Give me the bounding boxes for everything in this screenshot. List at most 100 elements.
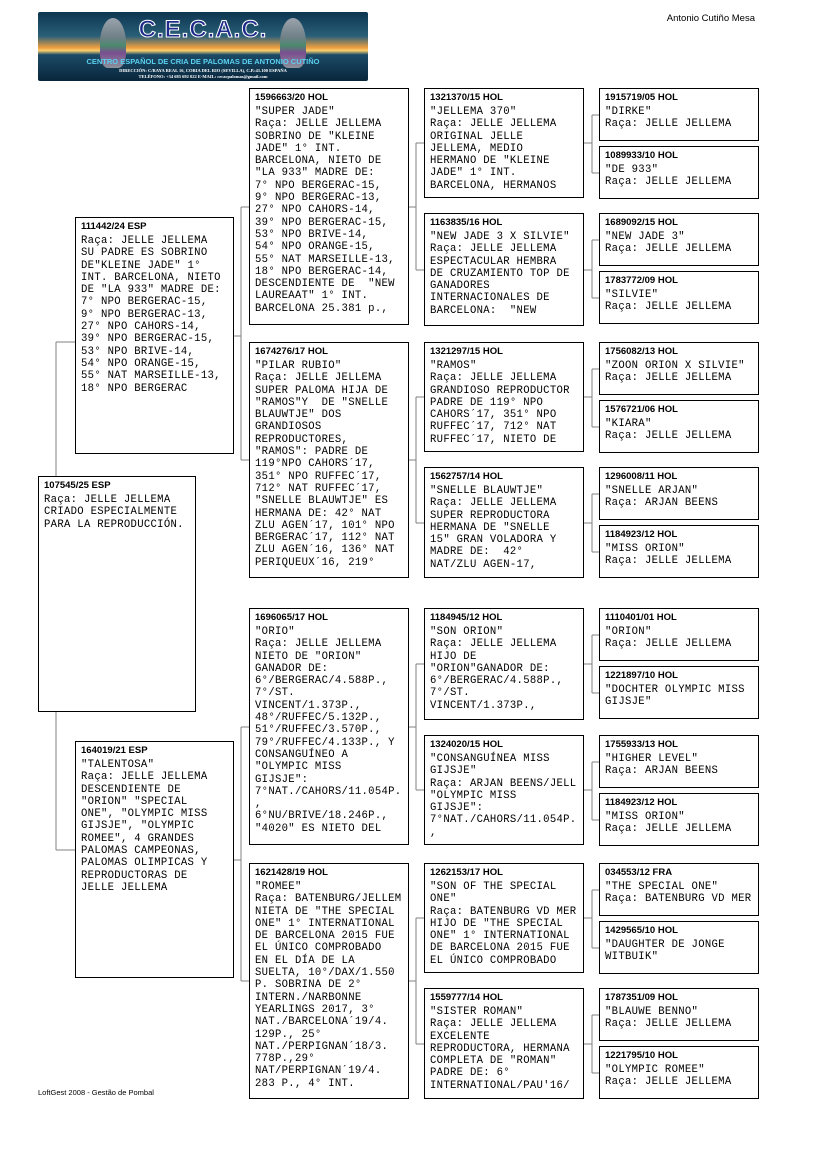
ring-number: 1674276/17 HOL <box>255 346 328 357</box>
bird-card-great-grandparent[interactable]: 1321297/15 HOL "RAMOS" Raça: JELLE JELLEMA… <box>424 342 584 452</box>
bird-info-line: 6°/BERGERAC/4.588P., <box>430 675 564 688</box>
bird-card-grandparent[interactable]: 1674276/17 HOL "PILAR RUBIO" Raça: JELLE J… <box>249 342 409 578</box>
ring-number: 1576721/06 HOL <box>605 404 678 415</box>
bird-card-grandparent[interactable]: 1696065/17 HOL "ORIO" Raça: JELLE JELLEMA N… <box>249 608 409 845</box>
bird-info-line: "THE SPECIAL ONE" <box>605 881 719 893</box>
bird-info-line: Raça: JELLE JELLEMA <box>605 118 732 131</box>
bird-card-great-grandparent[interactable]: 1321370/15 HOL "JELLEMA 370" Raça: JELLE J… <box>424 88 584 198</box>
bird-info-line: EN EL DÍA DE LA <box>255 954 355 967</box>
bird-info-line: GIJSJE": <box>430 802 484 815</box>
bird-info-line: CAHORS´17, 351° NPO <box>430 409 557 422</box>
bird-card-dam[interactable]: 164019/21 ESP "TALENTOSA" Raça: JELLE JELL… <box>75 741 234 978</box>
ring-number: 1429565/10 HOL <box>605 925 678 936</box>
bird-card-great-great-grandparent[interactable]: 1110401/01 HOL "ORION" Raça: JELLE JELLEMA <box>599 608 759 661</box>
ring-number: 1089933/10 HOL <box>605 150 678 161</box>
bird-info-line: Raça: JELLE JELLEMA <box>605 301 732 314</box>
ring-number: 1221897/10 HOL <box>605 670 678 681</box>
bird-card-great-great-grandparent[interactable]: 1221897/10 HOL "DOCHTER OLYMPIC MISS GIJSJ… <box>599 666 759 719</box>
bird-card-great-great-grandparent[interactable]: 1755933/13 HOL "HIGHER LEVEL" Raça: ARJAN … <box>599 735 759 788</box>
bird-card-great-great-grandparent[interactable]: 1689092/15 HOL "NEW JADE 3" Raça: JELLE JE… <box>599 213 759 266</box>
bird-info-line: 39° NPO BERGERAC-15, <box>81 333 215 346</box>
bird-info-line: Raça: ARJAN BEENS <box>605 497 719 510</box>
bird-card-great-great-grandparent[interactable]: 1221795/10 HOL "OLYMPIC ROMEE" Raça: JELLE… <box>599 1046 759 1099</box>
bird-info-line: ONE" 1° INTERNATIONAL <box>430 930 570 943</box>
bird-card-subject[interactable]: 107545/25 ESP Raça: JELLE JELLEMA CRIADO E… <box>38 476 196 712</box>
bird-info-line: NIETO DE "ORION" <box>255 650 362 663</box>
bird-card-great-great-grandparent[interactable]: 1296008/11 HOL "SNELLE ARJAN" Raça: ARJAN … <box>599 467 759 520</box>
bird-info-line: "RAMOS"Y DE "SNELLE <box>255 396 389 409</box>
bird-info-line: Raça: ARJAN BEENS <box>605 765 719 778</box>
bird-card-great-grandparent[interactable]: 1324020/15 HOL "CONSANGUÍNEA MISS GIJSJE" R… <box>424 735 584 845</box>
bird-info-line: "ORION" <box>605 626 652 638</box>
ring-number: 1755933/13 HOL <box>605 739 678 750</box>
bird-info-line: "JELLEMA 370" <box>430 106 517 118</box>
bird-card-grandparent[interactable]: 1596663/20 HOL "SUPER JADE" Raça: JELLE JE… <box>249 88 409 325</box>
bird-info-line: , <box>430 826 437 839</box>
bird-card-great-great-grandparent[interactable]: 1184923/12 HOL "MISS ORION" Raça: JELLE JE… <box>599 793 759 846</box>
bird-info-line: Raça: JELLE JELLEMA <box>605 823 732 836</box>
bird-info-line: Raça: ARJAN BEENS/JELL <box>430 777 577 790</box>
bird-card-great-great-grandparent[interactable]: 1915719/05 HOL "DIRKE" Raça: JELLE JELLEMA <box>599 88 759 141</box>
bird-card-great-grandparent[interactable]: 1163835/16 HOL "NEW JADE 3 X SILVIE" Raça:… <box>424 213 584 326</box>
bird-info-line: NIETA DE "THE SPECIAL <box>255 905 395 918</box>
bird-info-line: 7°/ST. <box>430 687 470 700</box>
bird-info-line: Raça: JELLE JELLEMA <box>44 494 171 506</box>
bird-info-line: 9° NPO BERGERAC-13, <box>255 192 382 205</box>
bird-info-line: INTERNATIONAL/PAU'16/ <box>430 1079 570 1092</box>
bird-card-great-great-grandparent[interactable]: 1429565/10 HOL "DAUGHTER DE JONGE WITBUIK" <box>599 921 759 974</box>
ring-number: 034553/12 FRA <box>605 867 673 878</box>
bird-card-great-great-grandparent[interactable]: 1576721/06 HOL "KIARA" Raça: JELLE JELLEMA <box>599 400 759 453</box>
bird-card-grandparent[interactable]: 1621428/19 HOL "ROMEE" Raça: BATENBURG/JEL… <box>249 863 409 1099</box>
bird-card-great-great-grandparent[interactable]: 1787351/09 HOL "BLAUWE BENNO" Raça: JELLE … <box>599 988 759 1041</box>
bird-card-great-grandparent[interactable]: 1184945/12 HOL "SON ORION" Raça: JELLE JEL… <box>424 608 584 720</box>
bird-info-line: "4020" ES NIETO DEL <box>255 822 382 835</box>
bird-info-line: BARCELONA, HERMANOS <box>430 179 557 192</box>
bird-info-line: Raça: JELLE JELLEMA <box>605 555 732 568</box>
bird-card-great-great-grandparent[interactable]: 1089933/10 HOL "DE 933" Raça: JELLE JELLEM… <box>599 146 759 199</box>
bird-info-line: "OLYMPIC ROMEE" <box>605 1064 705 1076</box>
ring-number: 1559777/14 HOL <box>430 992 503 1003</box>
bird-info-line: WITBUIK" <box>605 951 659 964</box>
bird-info-line: "ORIO" <box>255 626 295 638</box>
ring-number: 1221795/10 HOL <box>605 1050 678 1061</box>
bird-info-line: 54° NPO ORANGE-15, <box>255 241 375 254</box>
bird-card-sire[interactable]: 111442/24 ESP Raça: JELLE JELLEMA SU PADRE… <box>75 217 234 454</box>
ring-number: 1184945/12 HOL <box>430 612 503 623</box>
bird-card-great-grandparent[interactable]: 1562757/14 HOL "SNELLE BLAUWTJE" Raça: JEL… <box>424 467 584 578</box>
bird-info-line: 7°/ST. <box>255 687 295 700</box>
bird-info-line: YEARLINGS 2017, 3° <box>255 1003 375 1016</box>
ring-number: 1321370/15 HOL <box>430 92 503 103</box>
bird-info-line: 27° NPO CAHORS-14, <box>81 321 201 334</box>
cecac-logo: C.E.C.A.C. CENTRO ESPAÑOL DE CRIA DE PAL… <box>38 12 368 81</box>
ring-number: 1184923/12 HOL <box>605 797 678 808</box>
bird-info-line: Raça: BATENBURG VD MER <box>430 905 577 918</box>
bird-info-line: 18° NPO BERGERAC-14, <box>255 265 389 278</box>
bird-info-line: CONSANGUÍNEO A <box>255 748 349 761</box>
bird-info-line: MADRE DE: 42° <box>430 546 524 559</box>
bird-info-line: Raça: JELLE JELLEMA <box>255 118 382 131</box>
ring-number: 1184923/12 HOL <box>605 529 678 540</box>
ring-number: 111442/24 ESP <box>81 221 147 232</box>
bird-card-great-great-grandparent[interactable]: 1184923/12 HOL "MISS ORION" Raça: JELLE JE… <box>599 525 759 578</box>
bird-info-line: JADE" 1° INT. <box>430 167 517 180</box>
bird-info-line: Raça: JELLE JELLEMA <box>430 243 557 256</box>
bird-info-line: GIJSJE": <box>255 773 309 786</box>
bird-card-great-grandparent[interactable]: 1559777/14 HOL "SISTER ROMAN" Raça: JELLE … <box>424 988 584 1099</box>
bird-card-great-grandparent[interactable]: 1262153/17 HOL "SON OF THE SPECIAL ONE" Raç… <box>424 863 584 973</box>
bird-info-line: JELLE JELLEMA <box>81 881 168 894</box>
bird-card-great-great-grandparent[interactable]: 034553/12 FRA "THE SPECIAL ONE" Raça: BATE… <box>599 863 759 916</box>
bird-info-line: P. SOBRINA DE 2° <box>255 979 362 992</box>
ring-number: 1562757/14 HOL <box>430 471 503 482</box>
bird-card-great-great-grandparent[interactable]: 1783772/09 HOL "SILVIE" Raça: JELLE JELLEM… <box>599 271 759 324</box>
bird-info-line: DE CRUZAMIENTO TOP DE <box>430 267 570 280</box>
footer-software: LoftGest 2008 - Gestão de Pombal <box>38 1088 154 1097</box>
bird-info-line: Raça: JELLE JELLEMA <box>255 638 382 651</box>
bird-info-line: "SNELLE ARJAN" <box>605 485 699 497</box>
bird-info-line: 51°/RUFFEC/3.570P., <box>255 724 382 737</box>
bird-info-line: 55° NAT MARSEILLE-13, <box>255 253 395 266</box>
bird-info-line: "CONSANGUÍNEA MISS <box>430 753 550 765</box>
bird-info-line: RUFFEC´17, 712° NAT <box>430 421 557 434</box>
bird-info-line: 53° NPO BRIVE-14, <box>81 345 195 358</box>
bird-info-line: GIJSJE" <box>430 765 477 778</box>
bird-card-great-great-grandparent[interactable]: 1756082/13 HOL "ZOON ORION X SILVIE" Raça:… <box>599 342 759 395</box>
